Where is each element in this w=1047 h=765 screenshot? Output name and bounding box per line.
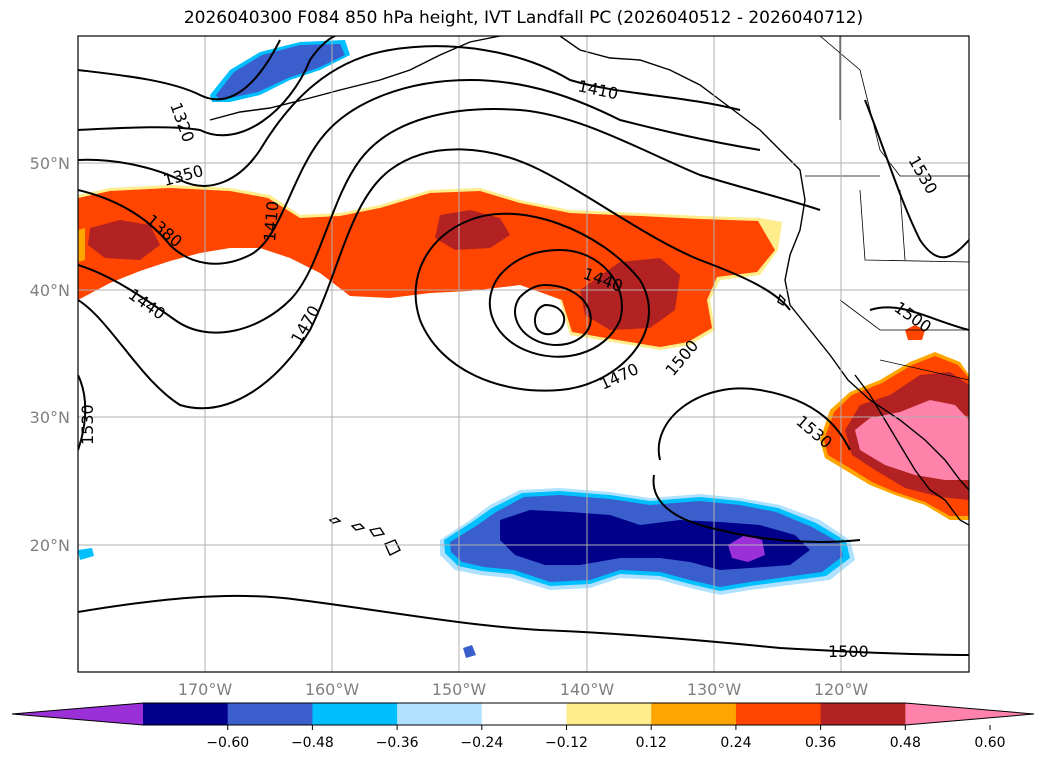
- coastlines: [209, 36, 969, 556]
- colorbar-segment: [397, 703, 483, 725]
- colorbar-segment: [566, 703, 652, 725]
- lat-label: 40°N: [30, 281, 70, 300]
- height-contours: [78, 36, 969, 656]
- colorbar-segment: [820, 703, 906, 725]
- political-borders: [805, 36, 969, 381]
- colorbar-tick-label: 0.24: [720, 735, 751, 751]
- plot-frame: [77, 35, 970, 673]
- colorbar-segment: [735, 703, 822, 725]
- colorbar-tick-label: −0.12: [545, 735, 588, 751]
- latitude-labels: 50°N 40°N 30°N 20°N: [30, 154, 70, 555]
- colorbar-extend-max: [905, 703, 1034, 725]
- colorbar-segment: [227, 703, 313, 725]
- colorbar-tick-label: −0.60: [206, 735, 249, 751]
- lat-label: 20°N: [30, 536, 70, 555]
- lon-label: 170°W: [178, 680, 233, 699]
- lon-label: 160°W: [305, 680, 360, 699]
- colorbar-tick-label: 0.36: [805, 735, 836, 751]
- ivt-positive-band-north: [78, 185, 782, 350]
- lon-label: 140°W: [560, 680, 615, 699]
- colorbar-segment: [651, 703, 737, 725]
- map-title: 2026040300 F084 850 hPa height, IVT Land…: [183, 8, 864, 28]
- colorbar-segment: [312, 703, 398, 725]
- colorbar-tick-label: 0.60: [974, 735, 1005, 751]
- colorbar: −0.60 −0.48 −0.36 −0.24 −0.12 0.12 0.24 0.36 0.4…: [11, 702, 1035, 751]
- colorbar-tick-label: 0.12: [636, 735, 667, 751]
- colorbar-extend-min: [12, 703, 143, 725]
- longitude-labels: 170°W 160°W 150°W 140°W 130°W 120°W: [178, 680, 869, 699]
- colorbar-tick-label: −0.36: [376, 735, 419, 751]
- lon-label: 150°W: [432, 680, 487, 699]
- colorbar-segment: [143, 703, 229, 725]
- colorbar-tick-label: −0.48: [291, 735, 334, 751]
- ivt-negative-region-tropical: [78, 488, 855, 658]
- lat-label: 30°N: [30, 408, 70, 427]
- colorbar-tick-label: −0.24: [460, 735, 503, 751]
- lon-label: 130°W: [687, 680, 742, 699]
- colorbar-tick-label: 0.48: [890, 735, 921, 751]
- contour-label: 1530: [78, 404, 97, 445]
- contour-label: 1500: [828, 642, 869, 661]
- plot-area: 1320 1350 1380 1410 1410 1440 1440 1470 …: [78, 36, 969, 672]
- lat-label: 50°N: [30, 154, 70, 173]
- lon-label: 120°W: [814, 680, 869, 699]
- colorbar-segment: [481, 703, 567, 725]
- contour-label: 1410: [260, 200, 282, 242]
- gridlines: [78, 36, 969, 672]
- colorbar-outline: [11, 702, 1035, 726]
